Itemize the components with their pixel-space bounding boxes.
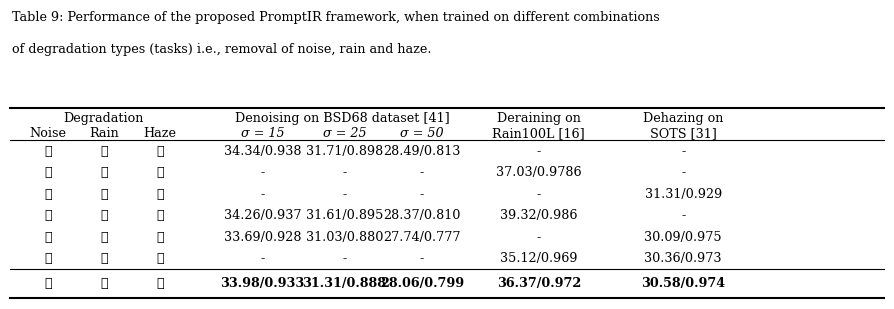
Text: of degradation types (tasks) i.e., removal of noise, rain and haze.: of degradation types (tasks) i.e., remov…: [13, 43, 432, 56]
Text: -: -: [260, 252, 265, 265]
Text: ✗: ✗: [44, 166, 52, 179]
Text: 30.36/0.973: 30.36/0.973: [645, 252, 722, 265]
Text: σ = 50: σ = 50: [401, 127, 443, 140]
Text: -: -: [260, 188, 265, 201]
Text: 30.09/0.975: 30.09/0.975: [645, 231, 722, 244]
Text: -: -: [681, 145, 686, 158]
Text: Degradation: Degradation: [63, 112, 144, 125]
Text: 28.06/0.799: 28.06/0.799: [380, 277, 464, 290]
Text: ✓: ✓: [44, 210, 52, 222]
Text: ✗: ✗: [44, 188, 52, 201]
Text: ✓: ✓: [100, 252, 107, 265]
Text: 31.61/0.895: 31.61/0.895: [306, 210, 384, 222]
Text: ✓: ✓: [100, 210, 107, 222]
Text: ✓: ✓: [100, 277, 107, 290]
Text: Dehazing on: Dehazing on: [643, 112, 723, 125]
Text: ✓: ✓: [44, 277, 52, 290]
Text: ✗: ✗: [156, 210, 164, 222]
Text: Rain: Rain: [89, 127, 119, 140]
Text: 33.98/0.933: 33.98/0.933: [221, 277, 305, 290]
Text: 31.71/0.898: 31.71/0.898: [306, 145, 384, 158]
Text: ✓: ✓: [156, 277, 164, 290]
Text: Table 9: Performance of the proposed PromptIR framework, when trained on differe: Table 9: Performance of the proposed Pro…: [13, 11, 660, 23]
Text: 27.74/0.777: 27.74/0.777: [384, 231, 460, 244]
Text: -: -: [342, 188, 347, 201]
Text: -: -: [420, 166, 424, 179]
Text: 31.03/0.880: 31.03/0.880: [306, 231, 384, 244]
Text: 37.03/0.9786: 37.03/0.9786: [496, 166, 582, 179]
Text: 34.34/0.938: 34.34/0.938: [224, 145, 301, 158]
Text: Haze: Haze: [144, 127, 176, 140]
Text: ✓: ✓: [156, 231, 164, 244]
Text: ✗: ✗: [44, 252, 52, 265]
Text: 34.26/0.937: 34.26/0.937: [224, 210, 301, 222]
Text: 31.31/0.888: 31.31/0.888: [302, 277, 386, 290]
Text: 28.37/0.810: 28.37/0.810: [384, 210, 460, 222]
Text: Denoising on BSD68 dataset [41]: Denoising on BSD68 dataset [41]: [235, 112, 450, 125]
Text: ✗: ✗: [100, 188, 107, 201]
Text: ✓: ✓: [44, 231, 52, 244]
Text: ✓: ✓: [100, 166, 107, 179]
Text: -: -: [681, 166, 686, 179]
Text: Rain100L [16]: Rain100L [16]: [493, 127, 586, 140]
Text: -: -: [536, 188, 541, 201]
Text: ✓: ✓: [44, 145, 52, 158]
Text: 36.37/0.972: 36.37/0.972: [497, 277, 581, 290]
Text: 33.69/0.928: 33.69/0.928: [224, 231, 301, 244]
Text: ✗: ✗: [100, 145, 107, 158]
Text: σ = 25: σ = 25: [323, 127, 367, 140]
Text: Deraining on: Deraining on: [497, 112, 581, 125]
Text: ✓: ✓: [156, 252, 164, 265]
Text: 30.58/0.974: 30.58/0.974: [641, 277, 725, 290]
Text: ✓: ✓: [156, 188, 164, 201]
Text: -: -: [342, 252, 347, 265]
Text: -: -: [536, 231, 541, 244]
Text: -: -: [420, 252, 424, 265]
Text: -: -: [681, 210, 686, 222]
Text: ✗: ✗: [100, 231, 107, 244]
Text: SOTS [31]: SOTS [31]: [650, 127, 717, 140]
Text: 35.12/0.969: 35.12/0.969: [500, 252, 578, 265]
Text: -: -: [260, 166, 265, 179]
Text: ✗: ✗: [156, 145, 164, 158]
Text: -: -: [536, 145, 541, 158]
Text: σ = 15: σ = 15: [240, 127, 284, 140]
Text: -: -: [342, 166, 347, 179]
Text: 31.31/0.929: 31.31/0.929: [645, 188, 721, 201]
Text: Noise: Noise: [30, 127, 66, 140]
Text: 39.32/0.986: 39.32/0.986: [500, 210, 578, 222]
Text: 28.49/0.813: 28.49/0.813: [384, 145, 460, 158]
Text: ✗: ✗: [156, 166, 164, 179]
Text: -: -: [420, 188, 424, 201]
